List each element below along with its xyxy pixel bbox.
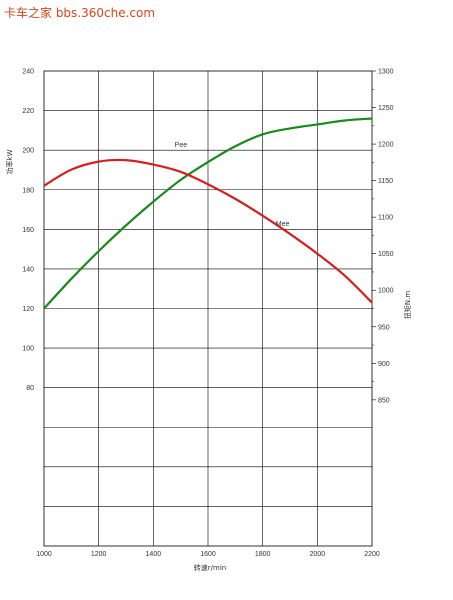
y-left-tick-label: 100: [22, 346, 34, 353]
y-left-tick-label: 180: [22, 187, 34, 194]
series-group: [43, 117, 373, 310]
series-line-mee: [43, 158, 373, 304]
y-right-tick-label: 1000: [378, 288, 394, 295]
series-label-pee: Pee: [175, 142, 188, 149]
grid-lines: [43, 70, 373, 547]
y-left-tick-label: 240: [22, 69, 34, 76]
y-right-tick-label: 900: [378, 361, 390, 368]
y-right-tick-label: 1100: [378, 215, 393, 222]
y-left-tick-label: 200: [22, 148, 34, 155]
y-left-tick-label: 220: [22, 108, 34, 115]
x-tick-label: 2000: [310, 551, 326, 558]
series-line-pee: [43, 117, 373, 310]
y-left-axis-title: 功率kW: [5, 149, 14, 174]
x-tick-label: 1200: [91, 551, 107, 558]
y-left-tick-label: 120: [22, 306, 34, 313]
y-right-axis-title: 扭矩N.m: [403, 291, 412, 319]
y-left-tick-label: 80: [26, 385, 34, 392]
y-right-tick-label: 1300: [378, 69, 394, 76]
x-tick-label: 1400: [146, 551, 162, 558]
x-tick-label: 2200: [364, 551, 380, 558]
y-right-tick-label: 1050: [378, 251, 394, 258]
x-axis-title: 转速r/min: [194, 563, 226, 572]
y-right-tick-label: 1150: [378, 178, 393, 185]
x-tick-label: 1800: [255, 551, 271, 558]
labels-group: Pee Mee 转速r/min 功率kW 扭矩N.m: [5, 142, 412, 572]
y-right-tick-label: 950: [378, 324, 390, 331]
y-left-tick-label: 160: [22, 227, 34, 234]
watermark-text: 卡车之家 bbs.360che.com: [4, 6, 156, 20]
y-right-tick-label: 1200: [378, 142, 394, 149]
x-tick-label: 1600: [200, 551, 216, 558]
y-right-tick-label: 850: [378, 397, 390, 404]
y-right-tick-label: 1250: [378, 105, 394, 112]
series-label-mee: Mee: [276, 221, 290, 228]
tick-labels: 80 100 120 140 160 180 200 220 240 1000 1200 1400 16…: [22, 69, 393, 559]
y-left-tick-label: 140: [22, 266, 34, 273]
x-tick-label: 1000: [36, 551, 52, 558]
